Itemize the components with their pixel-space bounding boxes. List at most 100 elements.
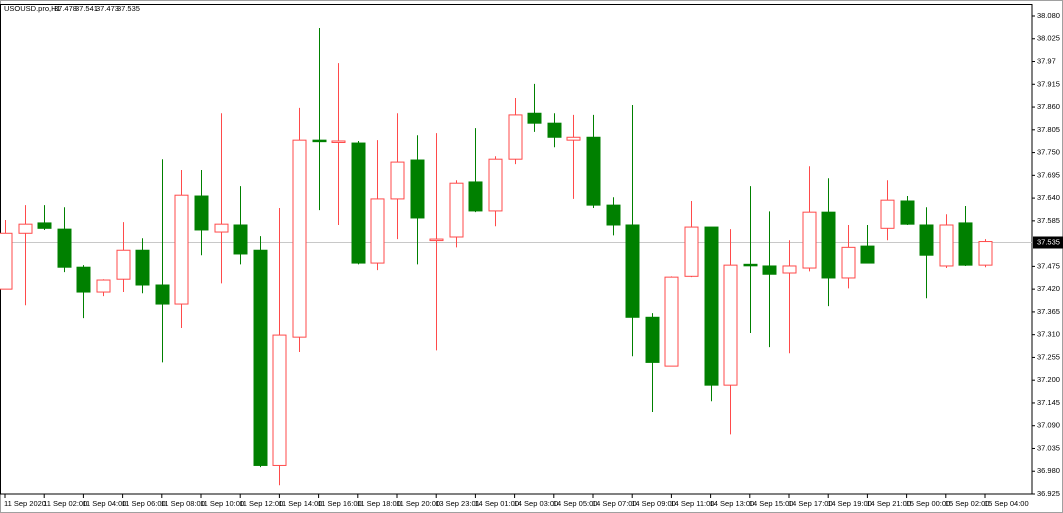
y-tick-label: 37.640 <box>1037 193 1060 202</box>
y-tick-label: 37.475 <box>1037 261 1060 270</box>
x-tick-label: 14 Sep 05:00 <box>553 499 598 508</box>
x-tick-label: 13 Sep 23:01 <box>435 499 480 508</box>
y-tick-label: 38.025 <box>1037 34 1060 43</box>
candle-body <box>919 224 934 256</box>
x-tick-label: 14 Sep 15:00 <box>749 499 794 508</box>
candle-body <box>900 200 915 225</box>
y-tick-label: 37.310 <box>1037 330 1060 339</box>
candle-body <box>429 238 444 242</box>
x-tick-label: 15 Sep 02:00 <box>945 499 990 508</box>
y-tick-label: 37.97 <box>1037 57 1056 66</box>
x-tick-label: 11 Sep 08:00 <box>161 499 205 508</box>
candle-body <box>782 265 797 274</box>
x-tick-label: 14 Sep 01:00 <box>474 499 519 508</box>
y-tick-label: 37.200 <box>1037 375 1060 384</box>
candle-body <box>135 249 150 286</box>
candle-body <box>96 279 111 293</box>
candle-body <box>468 181 483 212</box>
candle-body <box>174 194 189 305</box>
price-label: 37.535 <box>1037 237 1060 246</box>
candle-body <box>860 245 875 264</box>
y-tick-label: 37.805 <box>1037 125 1060 134</box>
candle-body <box>566 136 581 141</box>
candle-body <box>488 158 503 212</box>
y-tick-label: 37.420 <box>1037 284 1060 293</box>
x-tick-label: 14 Sep 03:00 <box>514 499 559 508</box>
candle-body <box>762 265 777 275</box>
header-open: 37.478 <box>54 4 77 13</box>
candle-body <box>723 264 738 386</box>
y-tick-label: 37.750 <box>1037 148 1060 157</box>
candle-body <box>233 224 248 255</box>
y-tick-label: 37.255 <box>1037 352 1060 361</box>
candle-body <box>802 211 817 269</box>
x-tick-label: 14 Sep 21:00 <box>866 499 911 508</box>
x-tick-label: 14 Sep 11:00 <box>670 499 714 508</box>
x-tick-label: 11 Sep 16:00 <box>318 499 362 508</box>
y-tick-label: 36.980 <box>1037 466 1060 475</box>
candle-body <box>547 122 562 138</box>
candle-body <box>684 226 699 277</box>
y-tick-label: 37.145 <box>1037 398 1060 407</box>
candle-body <box>606 204 621 226</box>
candle-body <box>978 241 993 266</box>
candle-body <box>370 198 385 264</box>
x-tick-label: 11 Sep 20:00 <box>396 499 440 508</box>
y-tick-label: 37.585 <box>1037 216 1060 225</box>
candle-body <box>390 161 405 200</box>
y-tick-label: 38.080 <box>1037 11 1060 20</box>
x-tick-label: 15 Sep 00:00 <box>906 499 951 508</box>
candle-body <box>351 142 366 264</box>
candle-body <box>508 114 523 160</box>
candle-body <box>116 249 131 280</box>
x-tick-label: 14 Sep 17:00 <box>788 499 833 508</box>
candle-body <box>664 276 679 367</box>
candle-body <box>331 140 346 143</box>
candle-body <box>312 139 327 143</box>
candle-body <box>527 112 542 124</box>
y-tick-label: 37.365 <box>1037 307 1060 316</box>
candle-body <box>645 316 660 363</box>
y-tick-label: 37.090 <box>1037 421 1060 430</box>
candle-body <box>410 159 425 219</box>
x-tick-label: 14 Sep 09:00 <box>631 499 676 508</box>
candle-body <box>821 211 836 279</box>
candle-body <box>743 263 758 267</box>
candle-body <box>37 222 52 229</box>
candle-body <box>625 224 640 318</box>
x-tick-label: 14 Sep 13:00 <box>710 499 755 508</box>
y-tick-label: 37.860 <box>1037 102 1060 111</box>
candle-body <box>880 199 895 229</box>
y-tick-label: 37.915 <box>1037 79 1060 88</box>
candle-body <box>0 232 13 290</box>
candle-body <box>704 226 719 386</box>
candle-body <box>18 223 33 234</box>
candle-body <box>57 228 72 268</box>
candle-body <box>194 195 209 231</box>
x-tick-label: 11 Sep 02:00 <box>43 499 87 508</box>
header-low: 37.473 <box>96 4 119 13</box>
x-tick-label: 14 Sep 19:00 <box>827 499 872 508</box>
x-tick-label: 15 Sep 04:00 <box>984 499 1029 508</box>
x-tick-label: 11 Sep 10:00 <box>200 499 244 508</box>
x-tick-label: 11 Sep 04:00 <box>82 499 126 508</box>
x-tick-label: 11 Sep 06:00 <box>122 499 166 508</box>
y-tick-label: 37.695 <box>1037 170 1060 179</box>
candle-body <box>214 223 229 233</box>
chart-symbol: USOUSD.pro,H1 <box>4 4 61 13</box>
candle-body <box>586 136 601 206</box>
x-tick-label: 14 Sep 07:00 <box>592 499 637 508</box>
y-tick-label: 36.925 <box>1037 489 1060 498</box>
candle-body <box>841 246 856 279</box>
y-tick-label: 37.035 <box>1037 443 1060 452</box>
candle-body <box>272 334 287 466</box>
candle-body <box>253 249 268 466</box>
candle-body <box>958 222 973 266</box>
candle-body <box>449 182 464 238</box>
candle-body <box>939 224 954 267</box>
header-high: 37.541 <box>75 4 98 13</box>
candle-body <box>155 284 170 305</box>
x-tick-label: 11 Sep 12:00 <box>239 499 283 508</box>
